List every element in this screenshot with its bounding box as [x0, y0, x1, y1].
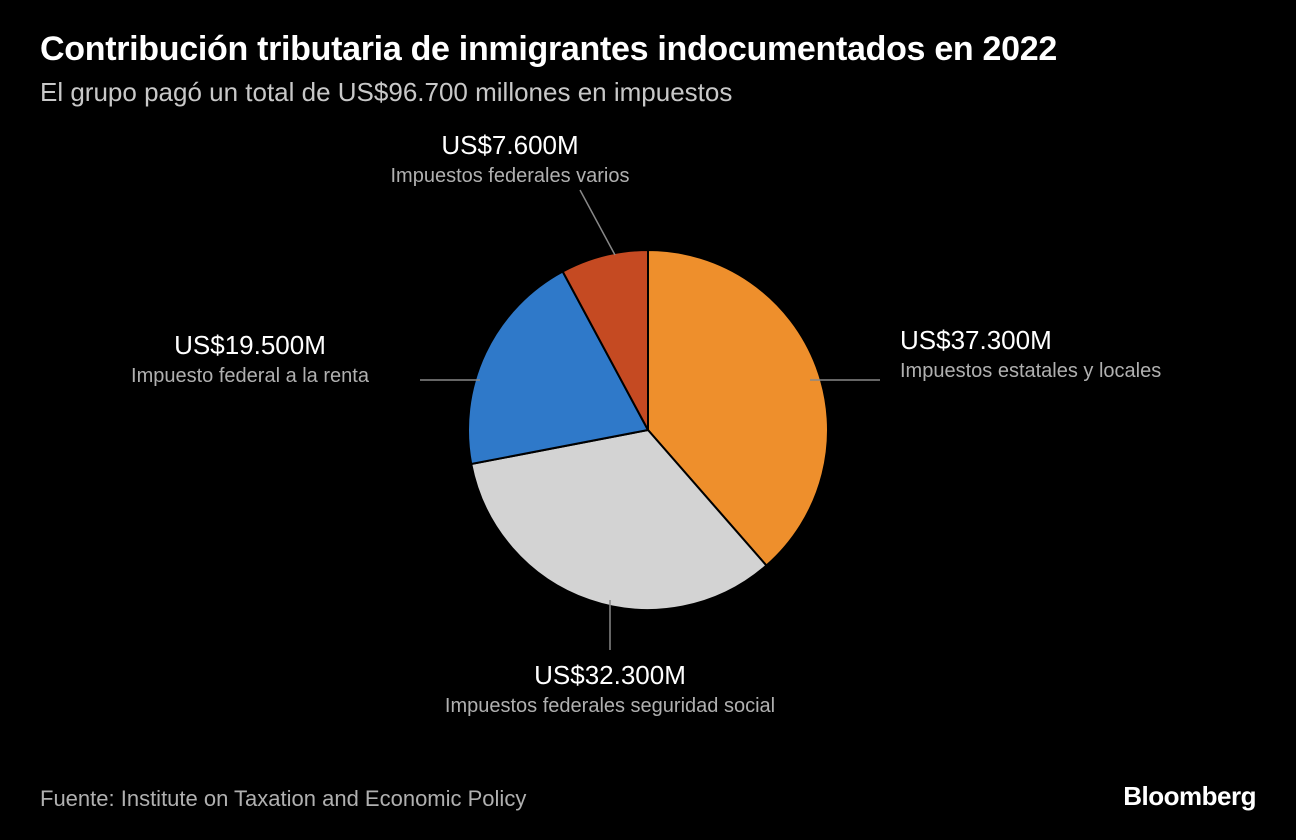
- source-text: Fuente: Institute on Taxation and Econom…: [40, 786, 526, 812]
- slice-desc: Impuestos federales varios: [350, 163, 670, 189]
- slice-label-other: US$7.600MImpuestos federales varios: [350, 130, 670, 189]
- chart-subtitle: El grupo pagó un total de US$96.700 mill…: [40, 77, 1256, 108]
- slice-label-ss: US$32.300MImpuestos federales seguridad …: [420, 660, 800, 719]
- slice-desc: Impuesto federal a la renta: [80, 363, 420, 389]
- slice-value: US$37.300M: [900, 325, 1220, 356]
- slice-value: US$19.500M: [80, 330, 420, 361]
- slice-desc: Impuestos federales seguridad social: [420, 693, 800, 719]
- slice-label-state_local: US$37.300MImpuestos estatales y locales: [900, 325, 1220, 384]
- slice-desc: Impuestos estatales y locales: [900, 358, 1220, 384]
- chart-title: Contribución tributaria de inmigrantes i…: [40, 30, 1256, 69]
- pie-chart-svg: [0, 130, 1296, 750]
- leader-line: [580, 190, 615, 255]
- slice-label-income: US$19.500MImpuesto federal a la renta: [80, 330, 420, 389]
- slice-value: US$32.300M: [420, 660, 800, 691]
- slice-value: US$7.600M: [350, 130, 670, 161]
- brand-logo: Bloomberg: [1123, 781, 1256, 812]
- pie-chart-area: US$37.300MImpuestos estatales y localesU…: [0, 130, 1296, 750]
